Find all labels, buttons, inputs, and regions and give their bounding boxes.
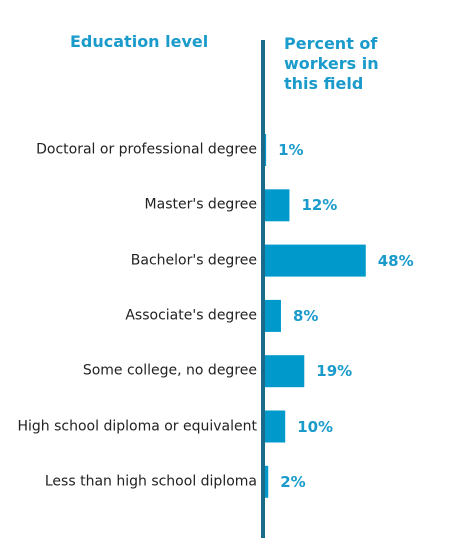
value-label: 8%: [292, 306, 319, 325]
value-label: 10%: [297, 417, 334, 436]
category-header: Education level: [70, 32, 209, 51]
bar: [264, 299, 281, 332]
value-label: 19%: [316, 362, 353, 381]
category-label: Master's degree: [144, 196, 257, 213]
value-header: Percent of workers in this field: [284, 34, 379, 93]
category-label: High school diploma or equivalent: [17, 418, 257, 434]
bar: [264, 134, 267, 166]
value-label: 1%: [278, 141, 304, 159]
category-label: Associate's degree: [125, 307, 257, 324]
bar: [264, 355, 305, 388]
category-label: Less than high school diploma: [44, 473, 257, 490]
bar: [264, 465, 269, 498]
bar: [264, 244, 366, 277]
category-label: Doctoral or professional degree: [36, 141, 257, 158]
category-label: Bachelor's degree: [130, 252, 257, 269]
bar: [264, 410, 286, 443]
value-label: 2%: [280, 472, 306, 491]
value-label: 12%: [301, 196, 338, 215]
bar: [264, 189, 290, 222]
category-label: Some college, no degree: [82, 362, 257, 379]
value-label: 48%: [377, 251, 414, 270]
